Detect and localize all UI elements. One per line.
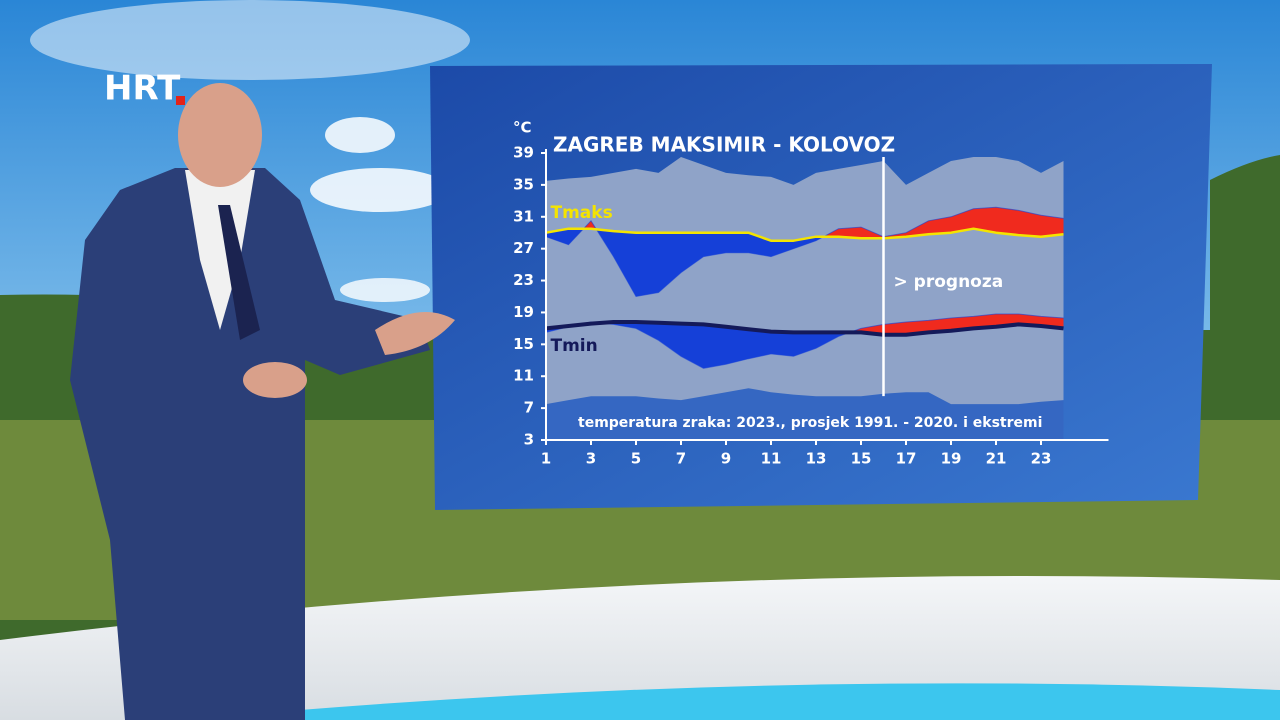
- logo: HRT: [104, 69, 185, 109]
- tie: [218, 205, 260, 340]
- cloud: [30, 0, 470, 80]
- shirt: [185, 170, 255, 330]
- x-tick-label: 21: [986, 450, 1007, 468]
- series-label: Tmaks: [551, 203, 613, 223]
- anomaly-above: [546, 207, 1064, 241]
- cloud: [340, 278, 430, 302]
- cloud: [310, 168, 450, 212]
- forecast-label: > prognoza: [894, 272, 1004, 292]
- y-tick-label: 19: [513, 303, 534, 321]
- average-line: [545, 227, 1064, 242]
- y-tick-label: 35: [513, 175, 534, 193]
- x-tick-label: 17: [896, 450, 917, 468]
- y-tick-label: 27: [513, 239, 534, 257]
- observed-line: [545, 206, 1064, 298]
- series-label: Tmin: [551, 336, 598, 356]
- y-tick-label: 7: [524, 399, 534, 417]
- x-tick-label: 9: [721, 450, 731, 468]
- average-line: [545, 320, 1064, 337]
- cloud: [325, 117, 395, 153]
- x-tick-label: 1: [541, 450, 551, 468]
- x-tick-label: 3: [586, 450, 596, 468]
- observed-line: [545, 313, 1064, 369]
- hand: [243, 362, 307, 398]
- logo-square: [176, 96, 185, 105]
- y-unit: °C: [513, 119, 532, 137]
- head: [178, 83, 262, 187]
- x-tick-label: 11: [761, 450, 782, 468]
- x-tick-label: 15: [851, 450, 872, 468]
- y-tick-label: 11: [513, 367, 534, 385]
- presenter: [70, 83, 455, 720]
- suit: [70, 168, 430, 720]
- caption: temperatura zraka: 2023., prosjek 1991. …: [578, 415, 1042, 431]
- floor-light: [300, 683, 1280, 720]
- x-tick-label: 19: [941, 450, 962, 468]
- y-tick-label: 23: [513, 271, 534, 289]
- record-min-area: [546, 388, 1064, 440]
- x-tick-label: 5: [631, 450, 641, 468]
- hand: [375, 312, 455, 355]
- y-tick-label: 3: [524, 431, 534, 449]
- chart-title: ZAGREB MAKSIMIR - KOLOVOZ: [553, 133, 895, 157]
- y-tick-label: 31: [513, 207, 534, 225]
- y-tick-label: 39: [513, 144, 534, 162]
- x-tick-label: 13: [806, 450, 827, 468]
- x-tick-label: 23: [1031, 450, 1052, 468]
- chart: ZAGREB MAKSIMIR - KOLOVOZ °C temperatura…: [513, 119, 1109, 468]
- y-tick-label: 15: [513, 335, 534, 353]
- x-tick-label: 7: [676, 450, 686, 468]
- logo-text: HRT: [104, 69, 181, 109]
